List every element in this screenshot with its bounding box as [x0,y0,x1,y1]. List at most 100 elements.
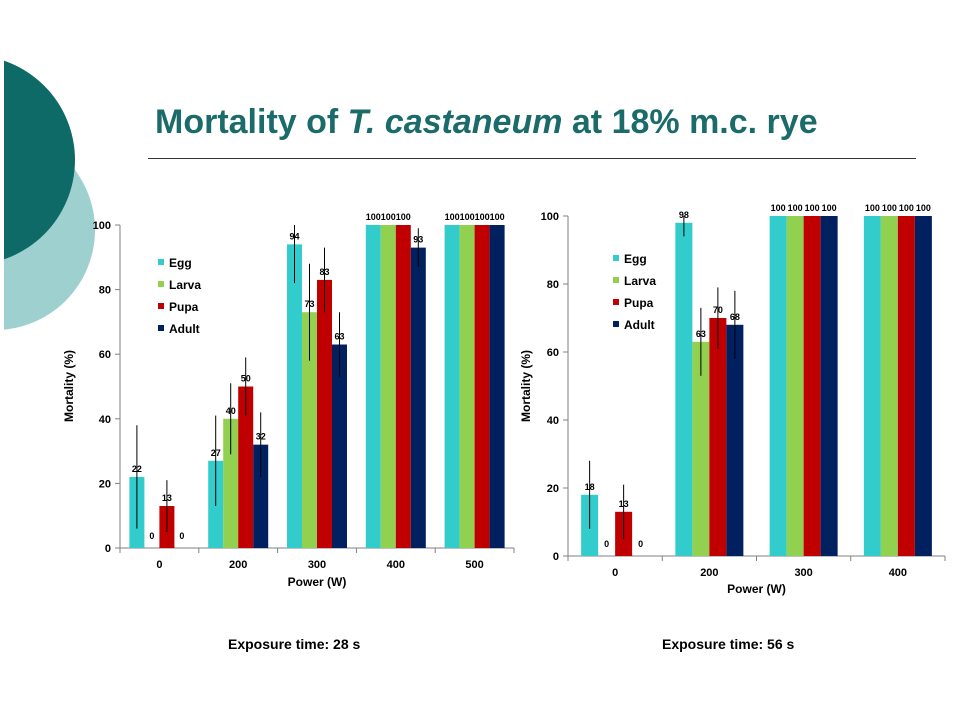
data-label: 32 [256,432,266,442]
legend-label: Egg [624,252,647,266]
y-tick-label: 20 [547,483,559,495]
legend-swatch-adult [158,325,164,331]
data-label: 100 [882,203,897,213]
data-label: 100 [916,203,931,213]
legend-swatch-egg [158,259,164,265]
data-label: 73 [304,299,314,309]
bar-egg [365,225,381,548]
y-tick-label: 40 [547,415,559,427]
legend-swatch-larva [613,277,619,283]
data-label: 0 [179,531,184,541]
caption-value: 56 s [767,636,795,652]
legend-label: Pupa [624,296,654,310]
x-axis-title: Power (W) [727,582,786,596]
bar-larva [880,216,898,556]
data-label: 100 [788,203,803,213]
bar-larva [223,418,239,548]
bar-egg [444,225,460,548]
data-label: 100 [460,212,475,222]
legend-swatch-adult [613,321,619,327]
bar-pupa [474,225,490,548]
y-tick-label: 80 [547,279,559,291]
legend-label: Larva [624,274,656,288]
bar-larva [302,312,317,548]
data-label: 68 [730,312,740,322]
bar-pupa [709,318,727,556]
y-tick-label: 0 [553,551,559,563]
data-label: 0 [604,539,609,549]
y-tick-label: 40 [99,414,111,426]
data-label: 63 [696,329,706,339]
legend-swatch-pupa [613,299,619,305]
data-label: 40 [226,406,236,416]
y-tick-label: 60 [99,349,111,361]
legend-swatch-larva [158,281,164,287]
bar-pupa [803,216,821,556]
data-label: 0 [638,539,643,549]
y-tick-label: 100 [541,211,559,223]
data-label: 0 [149,531,154,541]
title-species: T. castaneum [347,103,563,141]
bar-larva [380,225,396,548]
data-label: 100 [771,203,786,213]
bar-pupa [238,386,254,548]
data-label: 63 [334,332,344,342]
data-label: 27 [211,448,221,458]
bar-adult [489,225,505,548]
data-label: 100 [396,212,411,222]
x-tick-label: 500 [465,559,483,571]
caption-exposure-28s: Exposure time: 28 s [228,636,360,652]
data-label: 93 [413,235,423,245]
bar-egg [287,244,302,548]
legend-label: Egg [169,256,192,270]
data-label: 98 [679,210,689,220]
legend-label: Pupa [169,300,199,314]
caption-label: Exposure time: [662,636,764,652]
data-label: 100 [445,212,460,222]
bar-larva [692,341,710,556]
data-label: 100 [490,212,505,222]
x-tick-label: 400 [889,567,907,579]
deco-strip [0,0,4,420]
title-suffix: at 18% m.c. rye [562,103,818,141]
bar-adult [820,216,838,556]
legend-label: Adult [169,322,200,336]
y-tick-label: 20 [99,478,111,490]
x-axis-title: Power (W) [288,575,347,589]
y-tick-label: 100 [93,220,111,232]
caption-label: Exposure time: [228,636,330,652]
bar-adult [410,247,426,549]
data-label: 22 [132,464,142,474]
x-tick-label: 0 [156,559,162,571]
legend-swatch-pupa [158,303,164,309]
y-axis-title: Mortality (%) [519,350,533,422]
x-tick-label: 400 [387,559,405,571]
legend-swatch-egg [613,255,619,261]
x-tick-label: 300 [308,559,326,571]
caption-exposure-56s: Exposure time: 56 s [662,636,794,652]
deco-circle-dark [0,59,75,261]
y-axis-title: Mortality (%) [62,350,76,422]
bar-larva [459,225,475,548]
bar-adult [332,344,347,548]
title-divider [148,158,916,159]
y-tick-label: 80 [99,285,111,297]
caption-value: 28 s [333,636,361,652]
bar-adult [253,444,269,548]
bar-larva [786,216,804,556]
legend-label: Larva [169,278,201,292]
slide-title: Mortality of T. castaneum at 18% m.c. ry… [155,103,818,142]
slide-decoration [0,0,95,420]
data-label: 94 [289,231,299,241]
bar-adult [726,324,744,556]
data-label: 70 [713,305,723,315]
y-tick-label: 60 [547,347,559,359]
bar-pupa [395,225,411,548]
data-label: 100 [865,203,880,213]
data-label: 100 [366,212,381,222]
data-label: 83 [319,267,329,277]
bar-adult [914,216,932,556]
x-tick-label: 300 [794,567,812,579]
